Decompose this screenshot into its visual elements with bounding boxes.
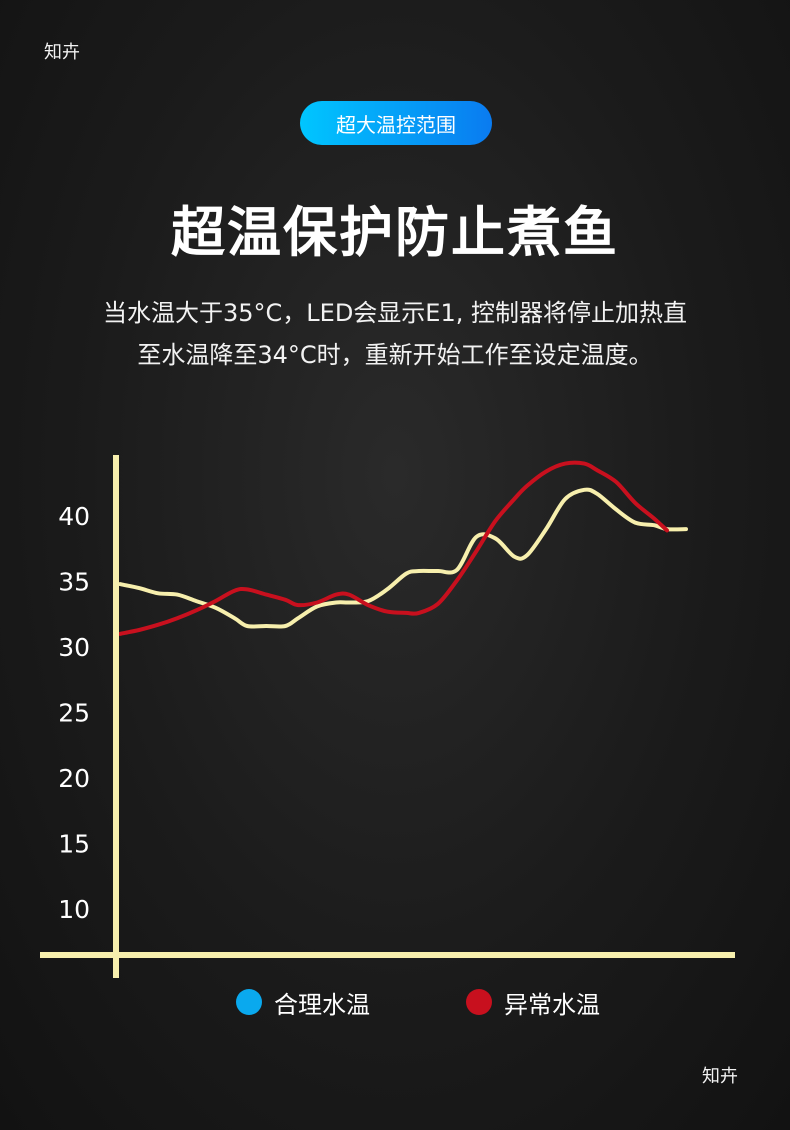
watermark-bottom: 知卉 bbox=[702, 1066, 738, 1087]
y-tick-label-25: 25 bbox=[58, 699, 90, 728]
y-tick-label-15: 15 bbox=[58, 830, 90, 859]
series-line-abnormal bbox=[118, 460, 669, 636]
y-tick-label-20: 20 bbox=[58, 764, 90, 793]
legend-dot-normal bbox=[236, 989, 262, 1015]
legend-dot-abnormal bbox=[466, 989, 492, 1015]
y-tick-label-35: 35 bbox=[58, 568, 90, 597]
series-lines bbox=[118, 460, 688, 636]
description: 当水温大于35°C，LED会显示E1, 控制器将停止加热直 至水温降至34°C时… bbox=[40, 292, 750, 376]
page-title: 超温保护防止煮鱼 bbox=[171, 201, 619, 264]
y-tick-label-30: 30 bbox=[58, 633, 90, 662]
description-line-1: 当水温大于35°C，LED会显示E1, 控制器将停止加热直 bbox=[102, 299, 687, 327]
feature-badge: 超大温控范围 bbox=[300, 101, 492, 145]
temperature-chart: 40 35 30 25 20 15 10 bbox=[40, 455, 735, 978]
watermark-top: 知卉 bbox=[44, 42, 80, 63]
feature-badge-label: 超大温控范围 bbox=[336, 112, 456, 137]
legend-item-normal: 合理水温 bbox=[236, 985, 370, 1019]
legend-label-normal: 合理水温 bbox=[274, 990, 370, 1019]
description-line-2: 至水温降至34°C时，重新开始工作至设定温度。 bbox=[137, 341, 653, 369]
y-tick-labels: 40 35 30 25 20 15 10 bbox=[58, 502, 90, 924]
legend-item-abnormal: 异常水温 bbox=[466, 985, 600, 1019]
series-line-normal bbox=[118, 487, 688, 629]
y-tick-label-40: 40 bbox=[58, 502, 90, 531]
legend-label-abnormal: 异常水温 bbox=[504, 990, 600, 1019]
y-tick-label-10: 10 bbox=[58, 895, 90, 924]
